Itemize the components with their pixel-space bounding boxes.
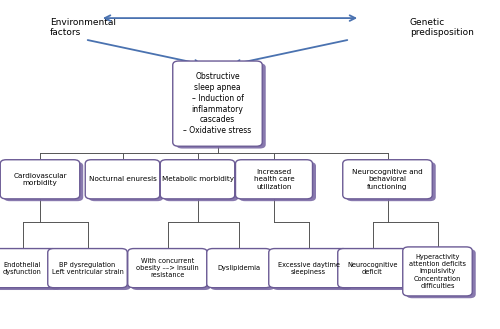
FancyBboxPatch shape [128,249,208,288]
FancyBboxPatch shape [164,162,238,201]
FancyBboxPatch shape [239,162,316,201]
FancyBboxPatch shape [207,249,271,288]
FancyBboxPatch shape [48,249,127,288]
Text: Dyslipidemia: Dyslipidemia [218,265,260,271]
Text: Metabolic morbidity: Metabolic morbidity [162,176,234,182]
FancyBboxPatch shape [131,251,211,290]
FancyBboxPatch shape [0,160,80,199]
FancyBboxPatch shape [406,249,476,298]
Text: Genetic
predisposition: Genetic predisposition [410,18,474,38]
FancyBboxPatch shape [346,162,436,201]
FancyBboxPatch shape [338,249,407,288]
Text: With concurrent
obesity ––> insulin
resistance: With concurrent obesity ––> insulin resi… [136,258,199,278]
FancyBboxPatch shape [160,160,235,199]
Text: BP dysregulation
Left ventricular strain: BP dysregulation Left ventricular strain [52,262,124,275]
Text: Neurocognitive
deficit: Neurocognitive deficit [347,262,398,275]
Text: Excessive daytime
sleepiness: Excessive daytime sleepiness [278,262,340,275]
FancyBboxPatch shape [0,251,61,290]
FancyBboxPatch shape [52,251,131,290]
Text: Nocturnal enuresis: Nocturnal enuresis [88,176,156,182]
Text: Neurocognitive and
behavioral
functioning: Neurocognitive and behavioral functionin… [352,169,423,190]
FancyBboxPatch shape [85,160,160,199]
FancyBboxPatch shape [210,251,275,290]
FancyBboxPatch shape [269,249,348,288]
FancyBboxPatch shape [176,63,266,148]
FancyBboxPatch shape [173,61,262,146]
FancyBboxPatch shape [236,160,312,199]
FancyBboxPatch shape [4,162,83,201]
Text: Increased
health care
utilization: Increased health care utilization [254,169,294,190]
FancyBboxPatch shape [272,251,352,290]
Text: Endothelial
dysfunction: Endothelial dysfunction [3,262,42,275]
Text: Hyperactivity
attention deficits
Impulsivity
Concentration
difficulties: Hyperactivity attention deficits Impulsi… [409,254,466,289]
FancyBboxPatch shape [341,251,411,290]
Text: Cardiovascular
morbidity: Cardiovascular morbidity [13,173,67,186]
FancyBboxPatch shape [89,162,163,201]
Text: Obstructive
sleep apnea
– Induction of
inflammatory
cascades
– Oxidative stress: Obstructive sleep apnea – Induction of i… [184,72,252,135]
FancyBboxPatch shape [0,249,57,288]
FancyBboxPatch shape [343,160,432,199]
FancyBboxPatch shape [403,247,472,296]
Text: Environmental
factors: Environmental factors [50,18,116,38]
